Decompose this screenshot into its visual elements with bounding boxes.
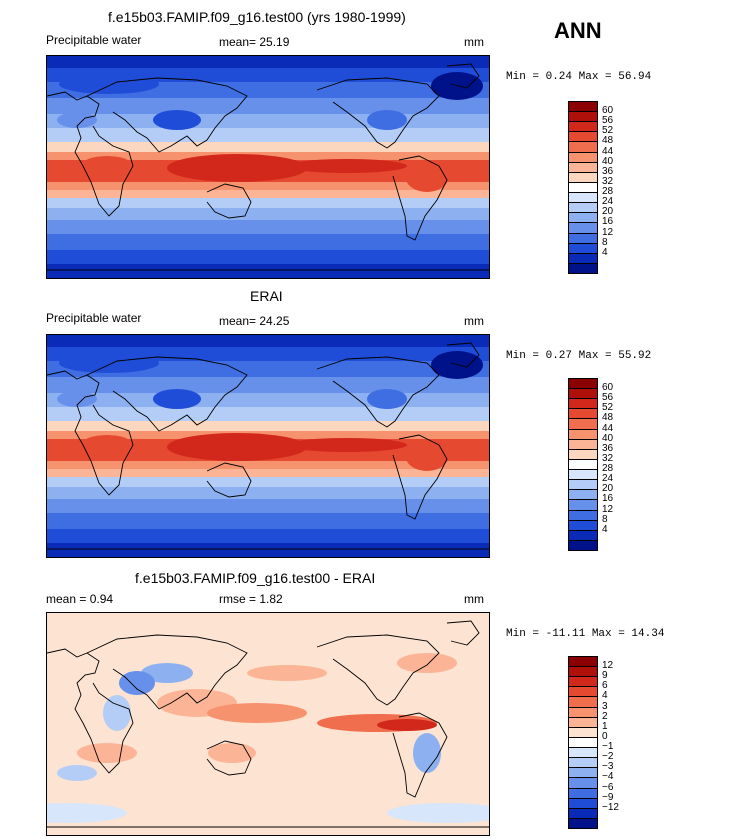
colorbar-box [568,539,598,551]
colorbar-label: −12 [602,801,619,813]
colorbar-label: 8 [602,236,608,248]
colorbar-label: 40 [602,432,614,444]
panel-2-minmax: Min = 0.27 Max = 55.92 [506,350,652,362]
colorbar-label: 36 [602,165,614,177]
colorbar-label: 28 [602,186,614,198]
panel-1-minmax: Min = 0.24 Max = 56.94 [506,71,652,83]
colorbar-label: 8 [602,513,608,525]
panel-1-mean: mean= 25.19 [219,35,290,49]
colorbar-label: 16 [602,493,614,505]
colorbar-label: 60 [602,382,614,394]
colorbar-label: 56 [602,392,614,404]
colorbar-label: 32 [602,452,614,464]
colorbar-label: 52 [602,402,614,414]
colorbar-label: 40 [602,155,614,167]
panel-1-map-svg [47,56,489,278]
panel-2-units: mm [464,314,484,328]
colorbar-box [568,817,598,829]
panel-3-map-svg [47,613,489,835]
colorbar-label: 2 [602,710,608,722]
colorbar-label: 12 [602,660,614,672]
panel-2-mean: mean= 24.25 [219,314,290,328]
colorbar-label: 52 [602,125,614,137]
panel-3-colorbar: 12 9 6 4 3 2 1 0 −1 −2 −3 −4 −6 −9 −12 [568,656,638,829]
panel-1-title: f.e15b03.FAMIP.f09_g16.test00 (yrs 1980-… [108,9,406,25]
colorbar-label: 6 [602,680,608,692]
colorbar-label: 32 [602,175,614,187]
season-label: ANN [554,18,602,43]
colorbar-label: 12 [602,226,614,238]
panel-3-title: f.e15b03.FAMIP.f09_g16.test00 - ERAI [135,570,376,586]
panel-2-map-svg [47,335,489,557]
colorbar-label: 24 [602,196,614,208]
panel-2-title: ERAI [250,288,283,304]
colorbar-label: 3 [602,700,608,712]
panel-2-variable-label: Precipitable water [46,311,142,325]
colorbar-label: 48 [602,412,614,424]
colorbar-label: 28 [602,463,614,475]
panel-3-rmse: rmse = 1.82 [219,592,283,606]
panel-3-mean: mean = 0.94 [46,592,114,606]
colorbar-label: 20 [602,483,614,495]
panel-1-units: mm [464,35,484,49]
colorbar-label: 4 [602,523,608,535]
colorbar-box [568,262,598,274]
colorbar-label: 1 [602,720,608,732]
colorbar-label: 20 [602,206,614,218]
colorbar-label: −6 [602,781,614,793]
panel-1-variable-label: Precipitable water [46,33,142,47]
panel-1-map [46,55,490,279]
colorbar-label: 56 [602,115,614,127]
colorbar-label: 9 [602,670,608,682]
colorbar-label: 16 [602,216,614,228]
colorbar-label: 44 [602,422,614,434]
colorbar-label: 4 [602,246,608,258]
panel-2-map [46,334,490,558]
colorbar-label: −3 [602,761,614,773]
panel-3-minmax: Min = -11.11 Max = 14.34 [506,628,665,640]
colorbar-label: −9 [602,791,614,803]
colorbar-label: −4 [602,771,614,783]
colorbar-label: −2 [602,751,614,763]
colorbar-label: 60 [602,105,614,117]
colorbar-label: 36 [602,442,614,454]
colorbar-label: 24 [602,473,614,485]
panel-3-map [46,612,490,836]
panel-1-colorbar: 60 56 52 48 44 40 36 32 28 24 20 16 12 8 4 [568,101,638,274]
colorbar-label: 44 [602,145,614,157]
colorbar-label: −1 [602,741,614,753]
panel-2-colorbar: 60 56 52 48 44 40 36 32 28 24 20 16 12 8 4 [568,378,638,551]
panel-3-units: mm [464,592,484,606]
colorbar-label: 48 [602,135,614,147]
colorbar-label: 4 [602,690,608,702]
colorbar-label: 0 [602,730,608,742]
colorbar-label: 12 [602,503,614,515]
